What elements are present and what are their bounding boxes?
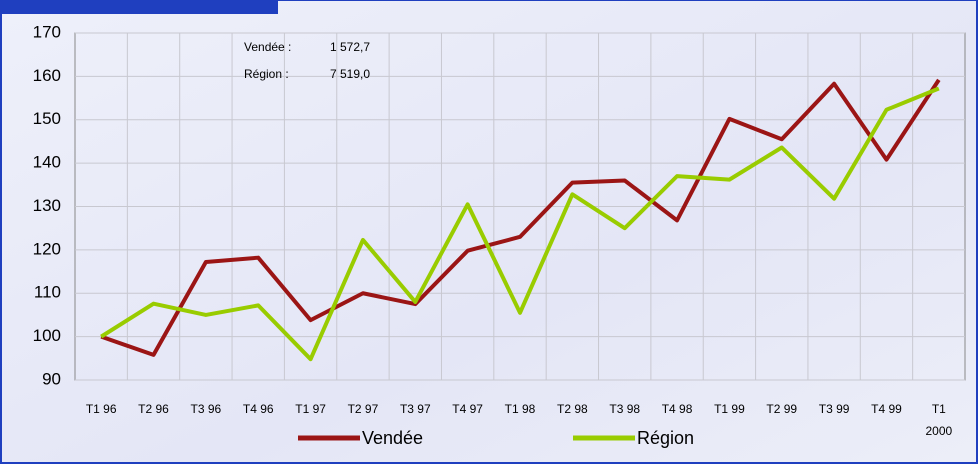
x-tick-label: T1 2000 (925, 402, 952, 438)
x-tick-label: T3 96 (191, 402, 222, 416)
x-tick-label: T3 98 (609, 402, 640, 416)
x-tick-label: T1 98 (505, 402, 536, 416)
x-tick-label: T2 99 (766, 402, 797, 416)
y-tick-label: 120 (33, 239, 61, 258)
x-tick-label: T4 96 (243, 402, 274, 416)
annotation-label: Région : (244, 67, 289, 81)
legend-label: Région (637, 428, 694, 448)
x-tick-label: T4 98 (662, 402, 693, 416)
y-tick-label: 140 (33, 153, 61, 172)
x-tick-label: T2 97 (348, 402, 379, 416)
annotation-value: 1 572,7 (330, 40, 370, 54)
y-tick-label: 160 (33, 66, 61, 85)
series-line (100, 86, 940, 362)
header-bar (0, 0, 278, 14)
x-tick-label: T2 98 (557, 402, 588, 416)
x-tick-label: T1 99 (714, 402, 745, 416)
x-tick-label: T3 97 (400, 402, 431, 416)
annotation-value: 7 519,0 (330, 67, 370, 81)
x-tick-label: T4 99 (871, 402, 902, 416)
x-tick-label: T2 96 (138, 402, 169, 416)
x-tick-label: T1 97 (295, 402, 326, 416)
series-line (100, 78, 941, 357)
x-tick-label: T4 97 (452, 402, 483, 416)
y-tick-label: 130 (33, 196, 61, 215)
annotation-label: Vendée : (244, 40, 291, 54)
y-tick-label: 150 (33, 109, 61, 128)
y-tick-label: 110 (34, 283, 61, 302)
y-tick-label: 100 (33, 326, 61, 345)
x-tick-label: T3 99 (819, 402, 850, 416)
legend-label: Vendée (362, 428, 423, 448)
x-tick-label: T1 96 (86, 402, 117, 416)
y-tick-label: 90 (42, 369, 61, 388)
y-tick-label: 170 (33, 22, 61, 41)
